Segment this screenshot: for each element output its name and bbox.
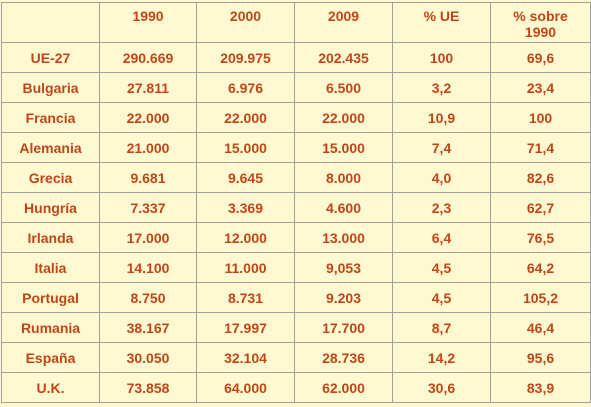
cell-pct-1990: 83,9 — [490, 372, 591, 403]
cell-pct-ue: 4,5 — [392, 282, 491, 313]
cell-value-2009: 9,053 — [294, 252, 393, 283]
cell-country: UE-27 — [1, 42, 100, 73]
cell-value-1990: 7.337 — [99, 192, 197, 223]
cell-pct-1990: 23,4 — [490, 72, 591, 103]
cell-country: Italia — [1, 252, 100, 283]
cell-country: Grecia — [1, 162, 100, 193]
cell-country: Francia — [1, 102, 100, 133]
cell-pct-1990: 62,7 — [490, 192, 591, 223]
header-pct-1990: % sobre 1990 — [490, 2, 591, 43]
cell-pct-ue: 7,4 — [392, 132, 491, 163]
cell-value-1990: 73.858 — [99, 372, 197, 403]
table-row: Portugal 8.750 8.731 9.203 4,5 105,2 — [1, 282, 591, 313]
cell-pct-1990: 82,6 — [490, 162, 591, 193]
cell-value-1990: 22.000 — [99, 102, 197, 133]
cell-value-2000: 15.000 — [196, 132, 295, 163]
cell-value-1990: 30.050 — [99, 342, 197, 373]
table-row: Irlanda 17.000 12.000 13.000 6,4 76,5 — [1, 222, 591, 253]
table-row: Grecia 9.681 9.645 8.000 4,0 82,6 — [1, 162, 591, 193]
cell-value-2000: 17.997 — [196, 312, 295, 343]
cell-value-1990: 290.669 — [99, 42, 197, 73]
cell-value-2009: 6.500 — [294, 72, 393, 103]
cell-value-2000: 9.645 — [196, 162, 295, 193]
cell-pct-1990: 105,2 — [490, 282, 591, 313]
cell-value-2000: 3.369 — [196, 192, 295, 223]
header-2000: 2000 — [196, 2, 295, 43]
cell-pct-ue: 14,2 — [392, 342, 491, 373]
table-row: Hungría 7.337 3.369 4.600 2,3 62,7 — [1, 192, 591, 223]
cell-pct-ue: 100 — [392, 42, 491, 73]
table-row: España 30.050 32.104 28.736 14,2 95,6 — [1, 342, 591, 373]
cell-value-2000: 64.000 — [196, 372, 295, 403]
cell-country: Rumania — [1, 312, 100, 343]
cell-value-2009: 4.600 — [294, 192, 393, 223]
cell-pct-1990: 76,5 — [490, 222, 591, 253]
cell-country: U.K. — [1, 372, 100, 403]
table-row: Alemania 21.000 15.000 15.000 7,4 71,4 — [1, 132, 591, 163]
table-row: Italia 14.100 11.000 9,053 4,5 64,2 — [1, 252, 591, 283]
cell-value-2009: 28.736 — [294, 342, 393, 373]
cell-value-1990: 38.167 — [99, 312, 197, 343]
cell-pct-ue: 30,6 — [392, 372, 491, 403]
cell-value-1990: 9.681 — [99, 162, 197, 193]
cell-pct-ue: 2,3 — [392, 192, 491, 223]
cell-pct-ue: 4,5 — [392, 252, 491, 283]
cell-value-2000: 32.104 — [196, 342, 295, 373]
cell-pct-1990: 100 — [490, 102, 591, 133]
cell-country: Hungría — [1, 192, 100, 223]
header-1990: 1990 — [99, 2, 197, 43]
cell-pct-ue: 8,7 — [392, 312, 491, 343]
cell-value-2009: 22.000 — [294, 102, 393, 133]
cell-pct-1990: 69,6 — [490, 42, 591, 73]
cell-value-2000: 6.976 — [196, 72, 295, 103]
header-pct-ue: % UE — [392, 2, 491, 43]
cell-value-2009: 9.203 — [294, 282, 393, 313]
cell-country: España — [1, 342, 100, 373]
cell-pct-1990: 64,2 — [490, 252, 591, 283]
table-row: Rumania 38.167 17.997 17.700 8,7 46,4 — [1, 312, 591, 343]
cell-value-2000: 22.000 — [196, 102, 295, 133]
cell-value-2009: 62.000 — [294, 372, 393, 403]
cell-pct-ue: 6,4 — [392, 222, 491, 253]
cell-value-2000: 209.975 — [196, 42, 295, 73]
cell-pct-1990: 46,4 — [490, 312, 591, 343]
cell-pct-ue: 3,2 — [392, 72, 491, 103]
cell-value-2009: 17.700 — [294, 312, 393, 343]
cell-value-1990: 17.000 — [99, 222, 197, 253]
cell-pct-1990: 71,4 — [490, 132, 591, 163]
cell-pct-1990: 95,6 — [490, 342, 591, 373]
cell-country: Portugal — [1, 282, 100, 313]
table-row: UE-27 290.669 209.975 202.435 100 69,6 — [1, 42, 591, 73]
cell-value-2009: 15.000 — [294, 132, 393, 163]
cell-value-1990: 14.100 — [99, 252, 197, 283]
cell-value-2009: 202.435 — [294, 42, 393, 73]
cell-value-1990: 27.811 — [99, 72, 197, 103]
cell-value-2009: 13.000 — [294, 222, 393, 253]
table-row: Francia 22.000 22.000 22.000 10,9 100 — [1, 102, 591, 133]
cell-country: Bulgaria — [1, 72, 100, 103]
header-corner — [1, 2, 100, 43]
header-2009: 2009 — [294, 2, 393, 43]
cell-value-1990: 21.000 — [99, 132, 197, 163]
header-row: 1990 2000 2009 % UE % sobre 1990 — [1, 2, 591, 43]
cell-country: Alemania — [1, 132, 100, 163]
table-row: U.K. 73.858 64.000 62.000 30,6 83,9 — [1, 372, 591, 403]
cell-value-2009: 8.000 — [294, 162, 393, 193]
cell-value-1990: 8.750 — [99, 282, 197, 313]
cell-pct-ue: 4,0 — [392, 162, 491, 193]
cell-value-2000: 12.000 — [196, 222, 295, 253]
cell-value-2000: 11.000 — [196, 252, 295, 283]
cell-pct-ue: 10,9 — [392, 102, 491, 133]
cell-value-2000: 8.731 — [196, 282, 295, 313]
table-row: Bulgaria 27.811 6.976 6.500 3,2 23,4 — [1, 72, 591, 103]
cell-country: Irlanda — [1, 222, 100, 253]
